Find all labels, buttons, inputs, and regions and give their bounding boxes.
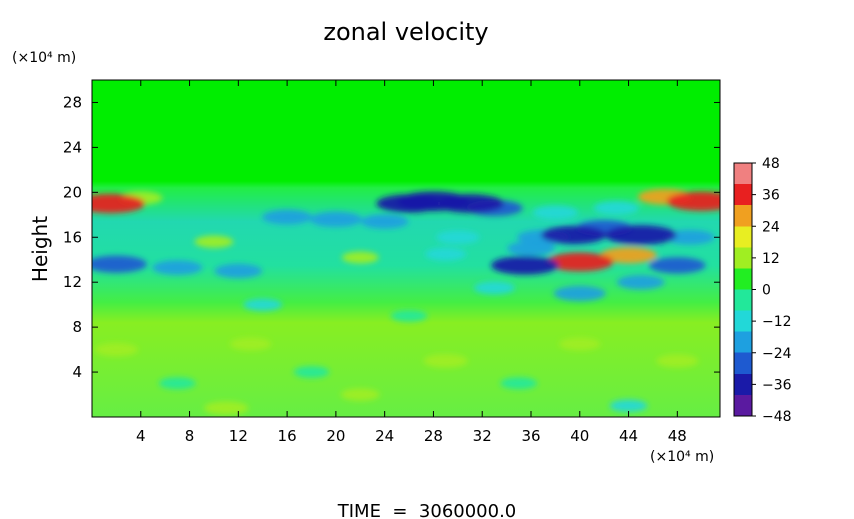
colorbar-tick-label: 12 <box>762 251 780 267</box>
field-feature <box>152 260 203 275</box>
field-feature <box>92 255 147 273</box>
x-tick-label: 12 <box>229 427 248 445</box>
field-feature <box>309 211 362 227</box>
plot-frame <box>91 79 721 418</box>
field-feature <box>609 399 648 412</box>
colorbar-tick-label: 0 <box>762 283 771 299</box>
colorbar-tick-label: 48 <box>762 156 780 172</box>
field-feature <box>229 337 272 351</box>
x-tick-label: 28 <box>424 427 443 445</box>
y-axis-ticks: 4 8 12 16 20 24 28 <box>63 93 720 381</box>
velocity-field <box>92 188 720 415</box>
field-feature <box>507 241 555 256</box>
field-feature <box>600 247 657 264</box>
x-tick-label: 24 <box>375 427 394 445</box>
field-feature <box>532 205 579 220</box>
field-feature <box>500 377 538 390</box>
x-axis-unit: (×10⁴ m) <box>650 449 714 465</box>
y-tick-label: 4 <box>72 363 82 381</box>
x-tick-label: 16 <box>278 427 297 445</box>
x-tick-label: 48 <box>668 427 687 445</box>
field-feature <box>214 263 263 279</box>
field-feature <box>194 235 234 248</box>
field-feature <box>203 401 249 415</box>
colorbar-tick-label: −48 <box>762 409 792 425</box>
field-feature <box>666 191 720 211</box>
colorbar-tick-label: −12 <box>762 314 792 330</box>
colorbar-tick-label: −36 <box>762 377 792 393</box>
x-tick-label: 32 <box>473 427 492 445</box>
field-feature <box>540 225 607 245</box>
field-feature <box>94 342 139 357</box>
x-tick-label: 36 <box>521 427 540 445</box>
field-feature <box>545 252 614 272</box>
field-feature <box>559 337 601 351</box>
colorbar-tick-label: 36 <box>762 188 780 204</box>
colorbar-tick-label: −24 <box>762 346 792 362</box>
field-feature <box>664 229 715 245</box>
x-tick-label: 20 <box>326 427 345 445</box>
field-feature <box>604 225 677 245</box>
field-feature <box>243 298 283 311</box>
y-tick-label: 20 <box>63 183 82 201</box>
x-tick-label: 8 <box>185 427 195 445</box>
y-axis-unit: (×10⁴ m) <box>12 50 76 66</box>
colorbar-ticks: 48 36 24 12 0 −12 −24 −36 −48 <box>752 156 792 425</box>
field-feature <box>158 377 196 390</box>
time-footer: TIME = 3060000.0 <box>337 501 517 519</box>
field-feature <box>423 354 468 368</box>
y-tick-label: 8 <box>72 318 82 336</box>
field-feature <box>92 194 146 214</box>
chart-title: zonal velocity <box>323 18 488 46</box>
y-tick-label: 12 <box>63 273 82 291</box>
x-tick-label: 40 <box>570 427 589 445</box>
colorbar-tick-label: 24 <box>762 219 780 235</box>
field-feature <box>649 257 706 274</box>
y-tick-label: 24 <box>63 138 82 156</box>
field-feature <box>397 191 470 212</box>
field-feature <box>473 281 516 295</box>
field-feature <box>553 285 606 302</box>
field-feature <box>656 354 699 368</box>
y-axis-label: Height <box>28 216 52 282</box>
field-feature <box>616 275 665 290</box>
field-feature <box>425 247 467 261</box>
field-feature <box>340 388 380 401</box>
y-tick-label: 16 <box>63 228 82 246</box>
field-feature <box>293 366 330 378</box>
field-feature <box>262 209 313 225</box>
field-feature <box>593 201 640 215</box>
x-axis-ticks: 4 8 12 16 20 24 28 32 36 40 44 48 <box>136 80 687 445</box>
y-tick-label: 28 <box>63 93 82 111</box>
field-feature <box>341 251 379 264</box>
field-feature <box>491 256 559 275</box>
field-feature <box>436 230 480 244</box>
colorbar <box>733 162 753 417</box>
x-tick-label: 4 <box>136 427 146 445</box>
field-feature <box>390 309 428 322</box>
x-tick-label: 44 <box>619 427 638 445</box>
field-feature <box>360 214 409 229</box>
